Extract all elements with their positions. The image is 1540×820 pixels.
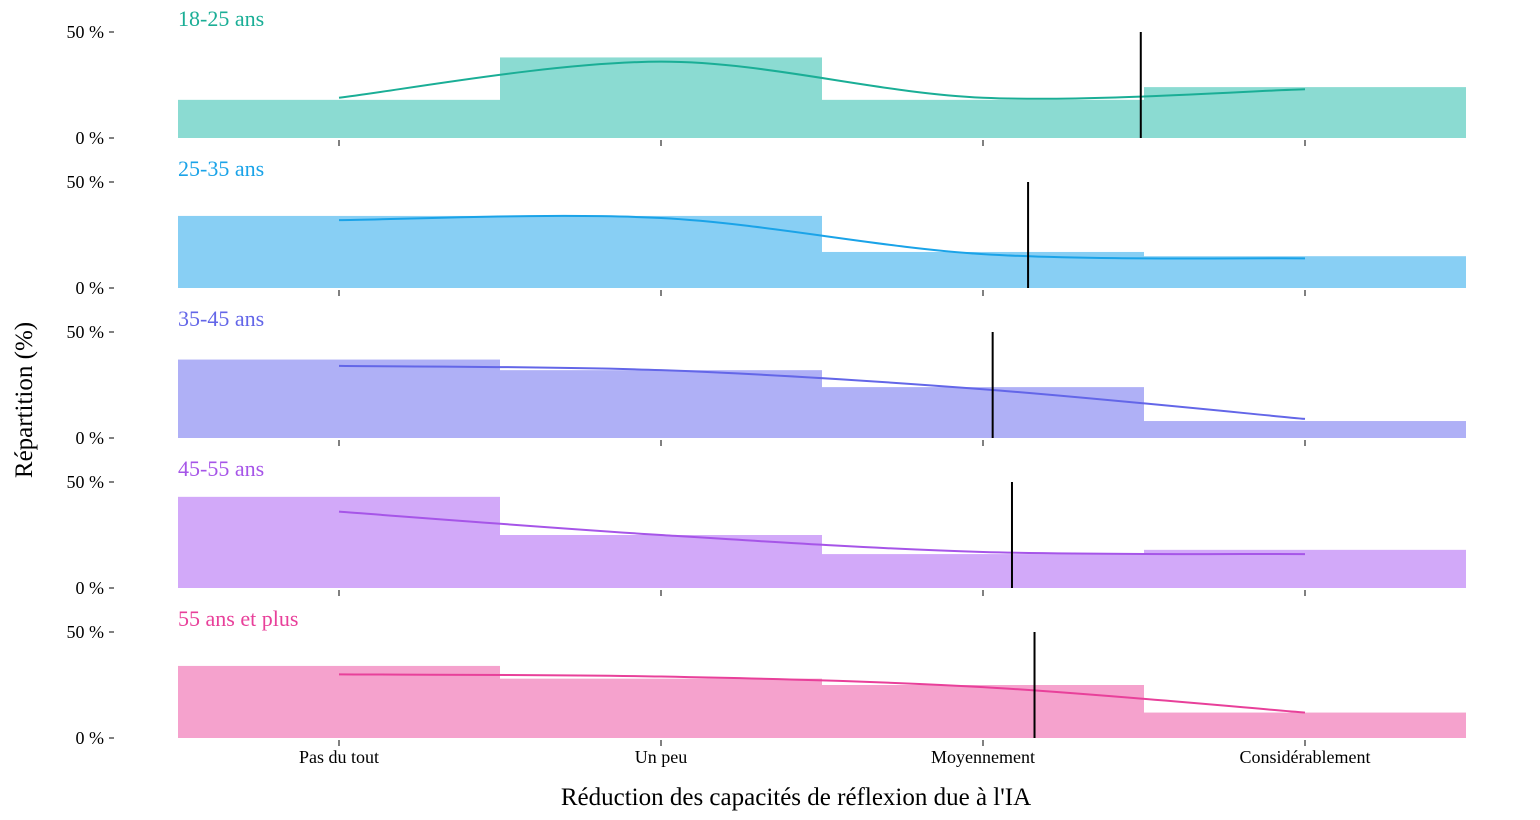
bar-0-3 <box>1144 87 1466 138</box>
panel-2: 0 % 50 % 35-45 ans <box>67 306 1466 448</box>
y-tick-label-2-1: 50 % <box>67 322 105 342</box>
density-line-4 <box>338 673 1306 714</box>
y-tick-label-1-0: 0 % <box>76 278 105 298</box>
x-axis-label: Réduction des capacités de réflexion due… <box>561 784 1031 811</box>
y-tick-label-1-1: 50 % <box>67 172 105 192</box>
x-axis: Pas du tout Un peu Moyennement Considérable… <box>299 747 1370 767</box>
chart-panels: 0 % 50 % 18-25 ans 0 % 50 % 25-35 ans 0 % 50 % 3… <box>67 6 1466 748</box>
bar-1-1 <box>500 215 822 288</box>
bar-2-0 <box>178 359 500 438</box>
x-tick-label-1: Un peu <box>635 747 688 767</box>
bar-4-3 <box>1144 712 1466 738</box>
panel-title-3: 45-55 ans <box>178 456 264 481</box>
bar-0-2 <box>822 99 1144 138</box>
y-tick-label-0-0: 0 % <box>76 128 105 148</box>
y-axis-label: Répartition (%) <box>11 322 38 478</box>
bar-4-1 <box>500 678 822 738</box>
panel-title-0: 18-25 ans <box>178 6 264 31</box>
panel-title-1: 25-35 ans <box>178 156 264 181</box>
bar-3-0 <box>178 496 500 588</box>
x-tick-label-3: Considérablement <box>1240 747 1371 767</box>
bar-1-0 <box>178 215 500 288</box>
x-tick-label-0: Pas du tout <box>299 747 379 767</box>
panel-3: 0 % 50 % 45-55 ans <box>67 456 1466 598</box>
bar-2-1 <box>500 370 822 438</box>
panel-4: 0 % 50 % 55 ans et plus <box>67 606 1466 748</box>
density-line-3 <box>338 510 1306 556</box>
density-line-1 <box>338 214 1306 260</box>
y-tick-label-3-1: 50 % <box>67 472 105 492</box>
density-line-0 <box>338 60 1306 100</box>
panel-0: 0 % 50 % 18-25 ans <box>67 6 1466 148</box>
bar-2-2 <box>822 387 1144 438</box>
bar-4-0 <box>178 665 500 738</box>
bar-2-3 <box>1144 421 1466 438</box>
y-tick-label-2-0: 0 % <box>76 428 105 448</box>
bar-0-0 <box>178 99 500 138</box>
panel-title-4: 55 ans et plus <box>178 606 298 631</box>
density-line-2 <box>338 364 1306 420</box>
bar-3-1 <box>500 535 822 588</box>
y-tick-label-3-0: 0 % <box>76 578 105 598</box>
bar-1-3 <box>1144 256 1466 288</box>
panel-1: 0 % 50 % 25-35 ans <box>67 156 1466 298</box>
y-tick-label-4-1: 50 % <box>67 622 105 642</box>
bar-4-2 <box>822 685 1144 738</box>
panel-title-2: 35-45 ans <box>178 306 264 331</box>
y-tick-label-0-1: 50 % <box>67 22 105 42</box>
x-tick-label-2: Moyennement <box>931 747 1035 767</box>
y-tick-label-4-0: 0 % <box>76 728 105 748</box>
bar-3-2 <box>822 554 1144 588</box>
bar-3-3 <box>1144 549 1466 588</box>
